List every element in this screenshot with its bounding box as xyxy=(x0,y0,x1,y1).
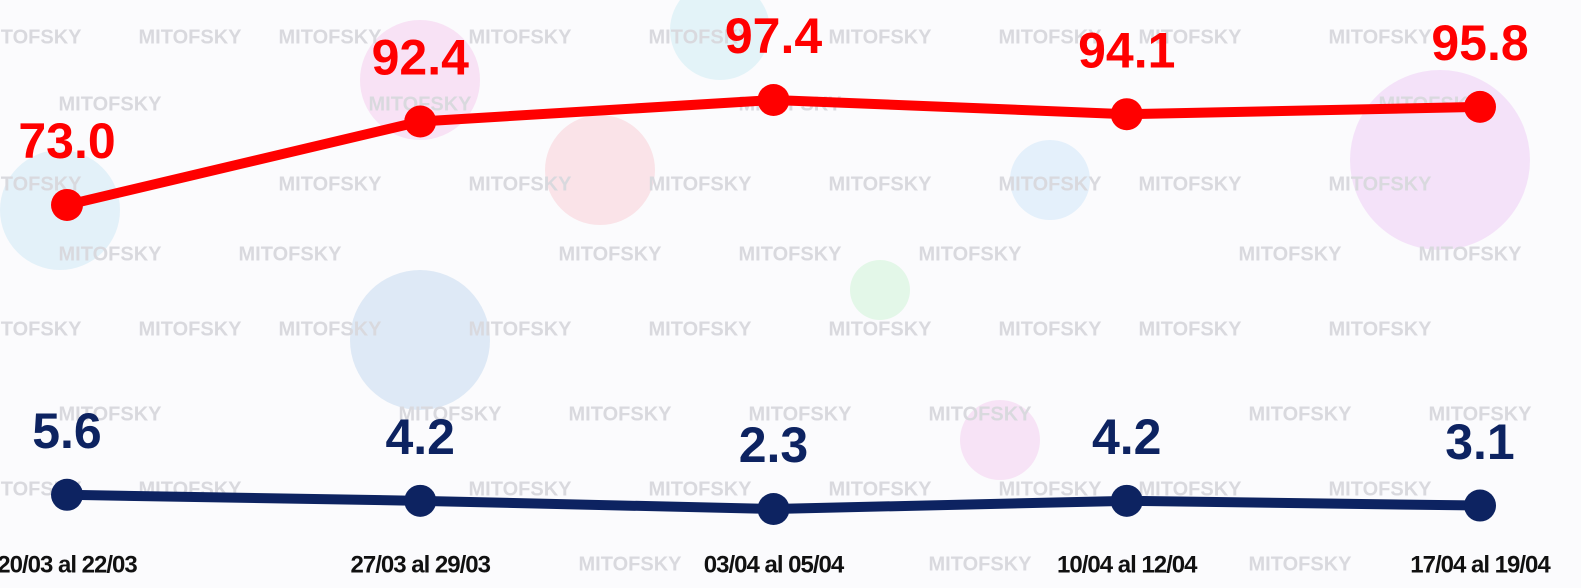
watermark: MITOFSKY xyxy=(399,403,503,425)
watermark: MITOFSKY xyxy=(1239,243,1343,265)
data-label: 4.2 xyxy=(1092,409,1162,465)
watermark: MITOFSKY xyxy=(1329,318,1433,340)
watermark: MITOFSKY xyxy=(1419,243,1523,265)
watermark: MITOFSKY xyxy=(829,173,933,195)
watermark: MITOFSKY xyxy=(1329,26,1433,48)
watermark: MITOFSKY xyxy=(829,478,933,500)
watermark: MITOFSKY xyxy=(739,243,843,265)
watermark: MITOFSKY xyxy=(559,243,663,265)
watermark: MITOFSKY xyxy=(1249,553,1353,575)
watermark: MITOFSKY xyxy=(1249,403,1353,425)
x-tick-label: 03/04 al 05/04 xyxy=(704,551,845,578)
watermark: MITOFSKY xyxy=(0,26,82,48)
watermark: MITOFSKY xyxy=(0,318,82,340)
watermark: MITOFSKY xyxy=(649,318,753,340)
watermark: MITOFSKY xyxy=(649,478,753,500)
watermark: MITOFSKY xyxy=(139,318,243,340)
marker xyxy=(1464,489,1496,522)
watermark: MITOFSKY xyxy=(469,26,573,48)
marker xyxy=(1110,98,1143,131)
marker xyxy=(51,478,83,511)
watermark: MITOFSKY xyxy=(999,478,1103,500)
watermark: MITOFSKY xyxy=(279,173,383,195)
watermark: MITOFSKY xyxy=(469,318,573,340)
marker xyxy=(1464,90,1496,123)
watermark: MITOFSKY xyxy=(59,403,163,425)
watermark: MITOFSKY xyxy=(139,26,243,48)
data-label: 3.1 xyxy=(1445,414,1515,470)
watermark: MITOFSKY xyxy=(0,173,82,195)
watermark: MITOFSKY xyxy=(239,243,343,265)
marker xyxy=(51,188,83,221)
watermark: MITOFSKY xyxy=(929,403,1033,425)
marker xyxy=(757,493,790,525)
x-tick-label: 17/04 al 19/04 xyxy=(1410,551,1551,578)
watermark: MITOFSKY xyxy=(649,173,753,195)
watermark: MITOFSKY xyxy=(999,26,1103,48)
watermark: MITOFSKY xyxy=(569,403,673,425)
data-label: 94.1 xyxy=(1078,22,1175,78)
watermark: MITOFSKY xyxy=(999,173,1103,195)
marker xyxy=(1110,484,1143,517)
watermark: MITOFSKY xyxy=(1139,173,1243,195)
data-label: 95.8 xyxy=(1431,15,1528,71)
watermark: MITOFSKY xyxy=(59,93,163,115)
marker xyxy=(757,84,790,116)
data-label: 5.6 xyxy=(32,403,102,459)
watermark: MITOFSKY xyxy=(469,478,573,500)
watermark: MITOFSKY xyxy=(1329,173,1433,195)
watermark: MITOFSKY xyxy=(369,93,473,115)
watermarks: MITOFSKY MITOFSKY MITOFSKY MITOFSKY MITOFSKY… xyxy=(0,26,1532,575)
data-label: 92.4 xyxy=(372,30,470,86)
watermark: MITOFSKY xyxy=(829,318,933,340)
watermark: MITOFSKY xyxy=(59,243,163,265)
decoration xyxy=(0,0,1530,480)
x-tick-label: 20/03 al 22/03 xyxy=(0,551,137,578)
data-label: 2.3 xyxy=(739,417,809,473)
watermark: MITOFSKY xyxy=(749,403,853,425)
watermark: MITOFSKY xyxy=(1139,26,1243,48)
watermark: MITOFSKY xyxy=(579,553,683,575)
watermark: MITOFSKY xyxy=(279,26,383,48)
watermark: MITOFSKY xyxy=(1429,403,1533,425)
data-label: 4.2 xyxy=(385,409,455,465)
watermark: MITOFSKY xyxy=(469,173,573,195)
data-label: 73.0 xyxy=(18,113,115,169)
watermark: MITOFSKY xyxy=(1329,478,1433,500)
marker xyxy=(404,105,437,138)
watermark: MITOFSKY xyxy=(649,26,753,48)
watermark: MITOFSKY xyxy=(279,318,383,340)
x-tick-label: 27/03 al 29/03 xyxy=(351,551,491,578)
x-tick-label: 10/04 al 12/04 xyxy=(1057,551,1198,578)
watermark: MITOFSKY xyxy=(919,243,1023,265)
watermark: MITOFSKY xyxy=(999,318,1103,340)
data-label: 97.4 xyxy=(725,8,823,64)
watermark: MITOFSKY xyxy=(929,553,1033,575)
watermark: MITOFSKY xyxy=(829,26,933,48)
watermark: MITOFSKY xyxy=(1139,318,1243,340)
marker xyxy=(404,484,437,517)
watermark: MITOFSKY xyxy=(1139,478,1243,500)
